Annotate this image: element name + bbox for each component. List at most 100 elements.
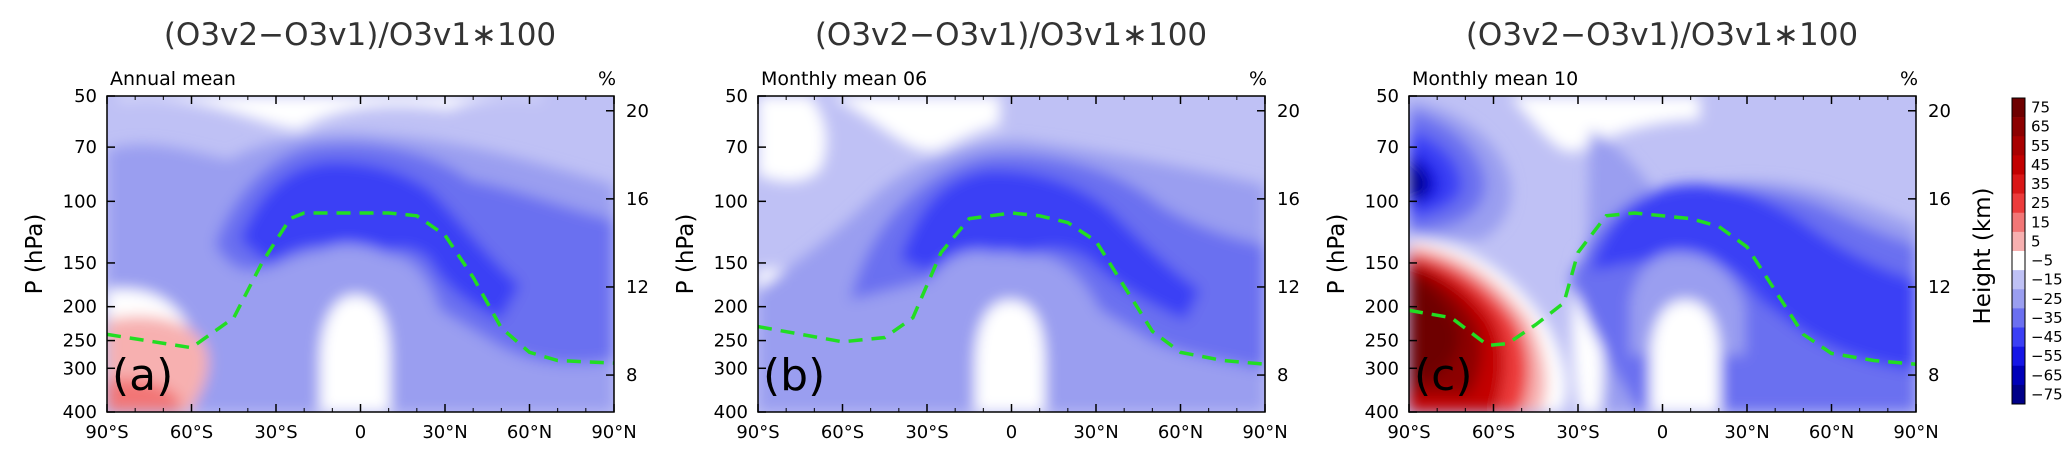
colorbar-level-label: 75 [2031, 99, 2050, 117]
x-tick-label: 0 [1657, 422, 1668, 443]
panel-b: (O3v2−O3v1)/O3v1∗100 Monthly mean 06 % (… [673, 17, 1300, 443]
panel-title: (O3v2−O3v1)/O3v1∗100 [815, 17, 1207, 53]
x-tick-label: 60°S [1472, 422, 1515, 443]
colorbar-level-label: −55 [2031, 347, 2063, 365]
tropopause-line [1409, 211, 1916, 366]
x-tick-label: 90°S [85, 422, 128, 443]
colorbar-swatch [2012, 384, 2025, 405]
colorbar-level-label: −15 [2031, 271, 2063, 289]
right-y-tick-label: 16 [1277, 189, 1300, 210]
y-tick-label: 250 [714, 331, 748, 352]
x-tick-label: 90°S [736, 422, 779, 443]
y-tick-label: 50 [725, 86, 748, 107]
panel-a: (O3v2−O3v1)/O3v1∗100 Annual mean % (a) P… [22, 17, 649, 443]
colorbar-level-label: −25 [2031, 290, 2063, 308]
colorbar-swatch [2012, 346, 2025, 367]
colorbar-level-label: −45 [2031, 328, 2063, 346]
y-tick-label: 100 [63, 191, 97, 212]
y-tick-label: 200 [714, 297, 748, 318]
contour-field [107, 96, 614, 412]
right-y-tick-label: 8 [1277, 365, 1288, 386]
right-y-tick-label: 20 [1928, 101, 1951, 122]
colorbar-swatch [2012, 193, 2025, 214]
y-tick-label: 100 [714, 191, 748, 212]
unit-label: % [1249, 68, 1267, 90]
panel-label: (b) [763, 350, 825, 401]
colorbar-level-label: 25 [2031, 194, 2050, 212]
colorbar-swatch [2012, 117, 2025, 137]
right-y-tick-label: 16 [626, 189, 649, 210]
y-tick-label: 200 [1365, 297, 1399, 318]
colorbar-swatch [2012, 251, 2025, 271]
colorbar-label: Height (km) [1970, 187, 1996, 324]
y-axis-label: P (hPa) [1324, 214, 1350, 295]
colorbar-swatch [2012, 270, 2025, 290]
colorbar-level-label: 65 [2031, 118, 2050, 136]
colorbar-swatch [2012, 365, 2025, 386]
x-tick-label: 30°S [905, 422, 948, 443]
colorbar-level-label: −35 [2031, 309, 2063, 327]
x-tick-label: 0 [355, 422, 366, 443]
x-tick-label: 60°S [821, 422, 864, 443]
colorbar-swatch [2012, 289, 2025, 309]
colorbar-level-label: 15 [2031, 213, 2050, 231]
y-tick-label: 70 [1376, 137, 1399, 158]
x-tick-label: 30°S [254, 422, 297, 443]
colorbar-swatch [2012, 174, 2025, 194]
right-y-tick-label: 20 [1277, 101, 1300, 122]
y-tick-label: 150 [63, 253, 97, 274]
colorbar-level-label: 5 [2031, 232, 2041, 250]
x-tick-label: 60°N [1158, 422, 1203, 443]
tropopause-line [758, 211, 1265, 366]
axis-ticks: 90°S 60°S 30°S 0 30°N 60°N 90°N 50 70 100 150 200 25… [1365, 86, 1951, 443]
y-tick-label: 400 [714, 402, 748, 423]
unit-label: % [1900, 68, 1918, 90]
colorbar-level-label: −5 [2031, 252, 2053, 270]
y-tick-label: 50 [74, 86, 97, 107]
y-tick-label: 300 [714, 358, 748, 379]
y-tick-label: 100 [1365, 191, 1399, 212]
y-tick-label: 250 [1365, 331, 1399, 352]
axis-ticks: 90°S 60°S 30°S 0 30°N 60°N 90°N 50 70 100 150 200 25… [714, 86, 1300, 443]
colorbar-level-label: −75 [2031, 385, 2063, 403]
x-tick-label: 90°N [1893, 422, 1938, 443]
right-y-tick-label: 12 [1928, 277, 1951, 298]
right-y-tick-label: 12 [626, 277, 649, 298]
colorbar-swatch [2012, 231, 2025, 252]
x-tick-label: 30°S [1556, 422, 1599, 443]
x-tick-label: 0 [1006, 422, 1017, 443]
x-tick-label: 60°N [507, 422, 552, 443]
colorbar-swatch [2012, 136, 2025, 156]
panel-title: (O3v2−O3v1)/O3v1∗100 [1466, 17, 1858, 53]
x-tick-label: 30°N [1073, 422, 1118, 443]
right-y-tick-label: 12 [1277, 277, 1300, 298]
x-tick-label: 30°N [422, 422, 467, 443]
colorbar-level-label: 55 [2031, 137, 2050, 155]
tropopause-line [107, 211, 614, 365]
panel-title: (O3v2−O3v1)/O3v1∗100 [164, 17, 556, 53]
unit-label: % [598, 68, 616, 90]
x-tick-label: 60°S [170, 422, 213, 443]
panel-label: (a) [112, 350, 173, 401]
x-tick-label: 90°S [1387, 422, 1430, 443]
contour-field [1409, 96, 1916, 412]
panel-c: (O3v2−O3v1)/O3v1∗100 Monthly mean 10 % [1324, 17, 1951, 443]
colorbar-level-label: −65 [2031, 366, 2063, 384]
right-y-tick-label: 16 [1928, 189, 1951, 210]
x-tick-label: 90°N [1242, 422, 1287, 443]
panel-subtitle: Monthly mean 10 [1412, 68, 1578, 90]
colorbar-swatch [2012, 308, 2025, 328]
panel-label: (c) [1414, 350, 1473, 401]
y-tick-label: 50 [1376, 86, 1399, 107]
x-tick-label: 30°N [1724, 422, 1769, 443]
x-tick-label: 60°N [1809, 422, 1854, 443]
y-tick-label: 400 [63, 402, 97, 423]
y-tick-label: 150 [714, 253, 748, 274]
colorbar-swatch [2012, 155, 2025, 175]
y-tick-label: 200 [63, 297, 97, 318]
colorbar-swatch [2012, 212, 2025, 233]
panel-subtitle: Monthly mean 06 [761, 68, 927, 90]
y-axis-label: P (hPa) [673, 214, 699, 295]
